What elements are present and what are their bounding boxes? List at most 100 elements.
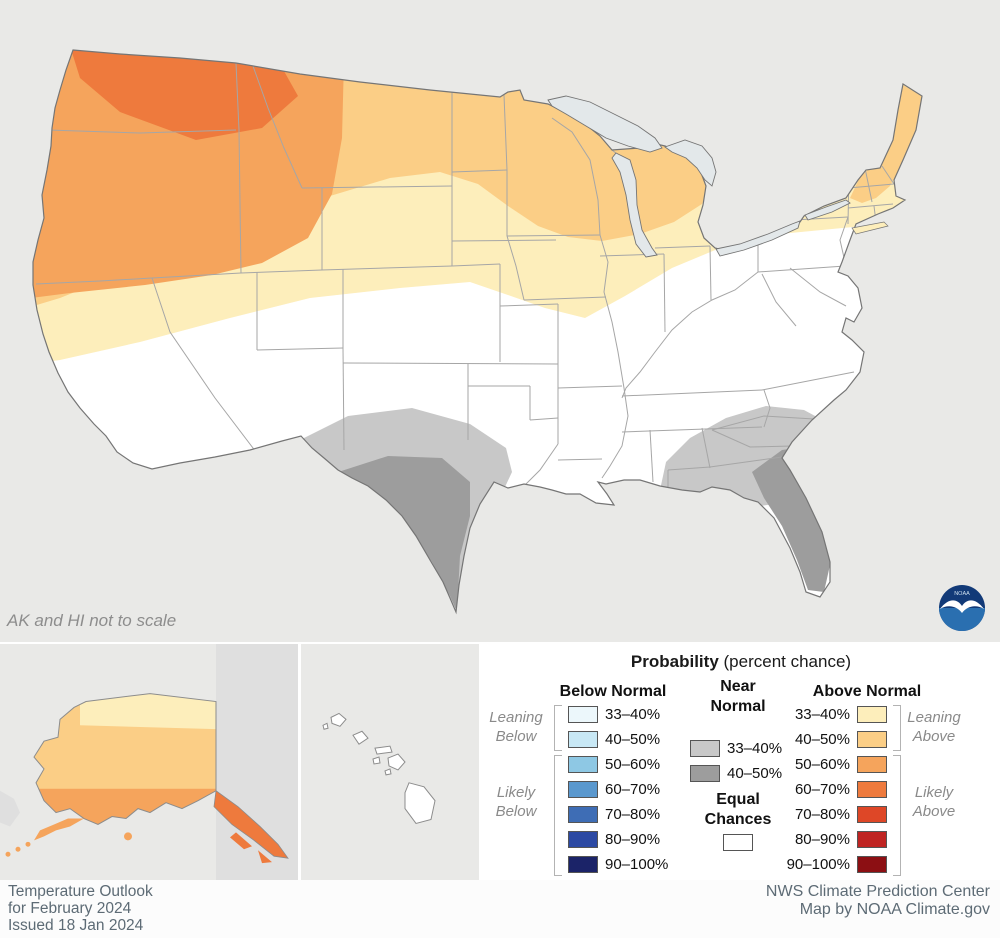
legend-row-label: 33–40%: [727, 740, 783, 757]
leaning-below-label: Leaning Below: [489, 709, 543, 745]
likely-above-bracket: [893, 755, 901, 876]
aleutian-island: [5, 851, 11, 857]
noaa-logo-text: NOAA: [954, 591, 970, 597]
legend-row: 33–40%: [568, 702, 668, 727]
legend-title: Probability (percent chance): [482, 652, 1000, 672]
legend-row: 90–100%: [568, 852, 668, 877]
attribution-footer: Temperature Outlook for February 2024 Is…: [0, 880, 1000, 938]
legend-row: 50–60%: [568, 752, 668, 777]
kodiak-island: [124, 832, 132, 841]
conus-temperature-outlook-map: AK and HI not to scale NOAA: [0, 0, 1000, 642]
lake-erie: [715, 220, 801, 257]
island-oahu: [352, 730, 369, 745]
likely-below-bracket: [554, 755, 562, 876]
aleutian-island: [25, 841, 31, 847]
lake-superior: [547, 95, 663, 153]
lake-ontario: [804, 199, 851, 221]
map-credit-line: Map by NOAA Climate.gov: [799, 901, 990, 918]
legend-row-label: 70–80%: [605, 806, 661, 823]
leaning-above-bracket: [893, 705, 901, 751]
likely-below-label: Likely Below: [495, 784, 537, 820]
scale-note: AK and HI not to scale: [7, 611, 177, 630]
legend-color-swatch: [568, 731, 598, 748]
legend-color-swatch: [568, 781, 598, 798]
legend-color-swatch: [857, 756, 887, 773]
near-normal-rows: 33–40% 40–50%: [690, 736, 782, 786]
long-island: [851, 221, 889, 235]
legend-color-swatch: [568, 831, 598, 848]
equal-chances-label: Equal Chances: [704, 791, 772, 828]
island-niihau: [322, 722, 329, 730]
alaska-svg: [0, 644, 298, 880]
island-maui: [387, 753, 406, 771]
alaska-inset-map: [0, 644, 298, 880]
alaska-panhandle: [213, 790, 289, 859]
leaning-below-bracket: [554, 705, 562, 751]
aleutian-island: [15, 846, 21, 852]
legend-row-label: 50–60%: [794, 756, 850, 773]
legend-row-label: 40–50%: [605, 731, 661, 748]
legend-color-swatch: [857, 806, 887, 823]
russia-landmass: [0, 790, 20, 827]
island-lanai: [372, 756, 381, 765]
noaa-gull-icon: [940, 600, 984, 613]
legend-row: 80–90%: [568, 827, 668, 852]
legend-row: 40–50%: [690, 761, 782, 786]
hawaiian-islands: [322, 712, 436, 825]
canada-landmass: [216, 644, 298, 880]
map-title-line: Temperature Outlook: [8, 883, 153, 900]
legend-row-label: 70–80%: [794, 806, 850, 823]
legend-row-label: 80–90%: [605, 831, 661, 848]
map-title-line: Issued 18 Jan 2024: [8, 917, 144, 934]
lake-huron: [664, 139, 717, 187]
map-title-line: for February 2024: [8, 900, 132, 917]
legend-row-label: 90–100%: [605, 856, 669, 873]
legend-color-swatch: [857, 781, 887, 798]
legend-color-swatch: [568, 806, 598, 823]
legend-color-swatch: [568, 706, 598, 723]
region-near-40-50-texas: [332, 456, 470, 612]
alaska-peninsula: [34, 818, 84, 841]
legend-color-swatch: [690, 765, 720, 782]
map-credit-block: NWS Climate Prediction Center Map by NOA…: [766, 883, 990, 919]
near-normal-header: Near Normal: [710, 678, 766, 715]
legend-row: 33–40%: [772, 702, 887, 727]
island-kahoolawe: [384, 768, 392, 776]
legend-color-swatch: [857, 856, 887, 873]
legend-row: 50–60%: [772, 752, 887, 777]
legend-color-swatch: [690, 740, 720, 757]
hawaii-svg: [301, 644, 479, 880]
noaa-logo: NOAA: [939, 585, 985, 631]
legend-row: 60–70%: [568, 777, 668, 802]
legend-color-swatch: [857, 731, 887, 748]
hawaii-inset-map: [301, 644, 479, 880]
legend-title-bold: Probability: [630, 652, 719, 671]
island-hawaii: [404, 782, 436, 825]
legend-row: 33–40%: [690, 736, 782, 761]
legend-row-label: 60–70%: [605, 781, 661, 798]
legend-row-label: 80–90%: [794, 831, 850, 848]
likely-above-label: Likely Above: [912, 784, 956, 820]
legend-row: 70–80%: [772, 802, 887, 827]
legend-row-label: 33–40%: [605, 706, 661, 723]
noaa-logo-sea: [939, 608, 985, 631]
legend-title-rest: (percent chance): [718, 652, 852, 671]
alaska-outline: [33, 693, 217, 826]
great-lakes: [547, 95, 851, 258]
legend-row: 60–70%: [772, 777, 887, 802]
legend-row: 70–80%: [568, 802, 668, 827]
legend-color-swatch: [857, 706, 887, 723]
lake-michigan: [611, 152, 658, 258]
above-normal-rows: 33–40% 40–50% 50–60% 60–70% 70–80% 80–90% 90–1…: [772, 702, 887, 877]
legend-row-label: 40–50%: [794, 731, 850, 748]
legend-row-label: 40–50%: [727, 765, 783, 782]
legend-row-label: 60–70%: [794, 781, 850, 798]
legend-row: 80–90%: [772, 827, 887, 852]
island-kauai: [330, 712, 347, 727]
below-normal-header: Below Normal: [559, 683, 667, 700]
map-title-block: Temperature Outlook for February 2024 Is…: [8, 883, 153, 934]
legend-row-label: 90–100%: [786, 856, 850, 873]
state-borders: [35, 62, 895, 487]
region-above-60-70: [70, 50, 298, 140]
